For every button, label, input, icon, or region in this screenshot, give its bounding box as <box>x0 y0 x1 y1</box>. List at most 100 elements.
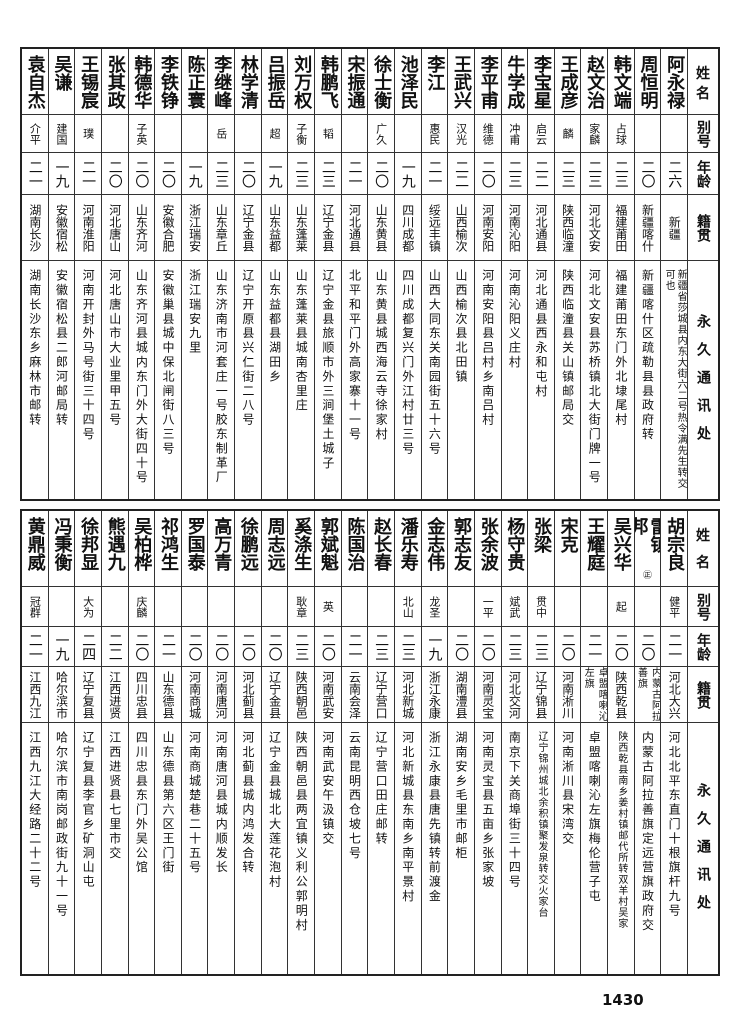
person-origin: 内蒙古阿拉善旗 <box>634 667 661 723</box>
person-name: 黄鼎威 <box>21 511 48 587</box>
person-alias <box>261 587 288 627</box>
person-name: 郭斌魁 <box>315 511 341 587</box>
person-name-text: 韩鹏飞 <box>317 55 339 109</box>
person-address: 河北唐山市大业里甲五号 <box>102 261 128 499</box>
person-row: 雷镇邦㊣二〇 内蒙古阿拉善旗 内蒙古阿拉善旗定远营旗政府交 <box>633 511 661 974</box>
person-alias <box>48 587 75 627</box>
person-name-text: 吕振岳 <box>264 55 286 109</box>
person-alias <box>181 115 208 153</box>
person-address: 河南唐河县城内顺发长 <box>208 723 234 974</box>
person-age: 二〇 <box>448 627 474 667</box>
person-name: 冯秉衡 <box>48 511 75 587</box>
person-row: 黄鼎威 冠群 二一 江西九江 江西九江大经路二十二号 <box>21 511 48 974</box>
person-alias <box>101 115 128 153</box>
person-name: 吴兴华 <box>608 511 634 587</box>
person-origin: 陕西乾县 <box>608 667 634 723</box>
person-name: 吕振岳 <box>261 49 288 115</box>
person-row: 李宝星 启云 二二 河北通县 河北通县西永和屯村 <box>527 49 554 499</box>
person-row: 赵长春 二三 辽宁营口 辽宁营口田庄邮转 <box>367 511 394 974</box>
header-age: 年龄 <box>688 153 718 195</box>
person-row: 郭斌魁英二〇 河南武安 河南武安午汲镇交 <box>314 511 341 974</box>
header-column: 姓名别号 年龄 籍贯 永久通讯处 <box>687 49 718 499</box>
person-age: 二三 <box>288 627 315 667</box>
person-address: 陕西临潼县关山镇邮局交 <box>555 261 581 499</box>
header-name: 姓名 <box>688 511 718 587</box>
person-address: 河南开封外马号街三十四号 <box>75 261 101 499</box>
header-age: 年龄 <box>688 627 718 667</box>
person-name-text: 李江 <box>424 55 446 91</box>
person-address: 福建莆田东门外北埭尾村 <box>608 261 634 499</box>
person-name-text: 林学清 <box>237 55 259 109</box>
person-age: 一九 <box>421 627 448 667</box>
person-address: 山西大同东关南园街五十六号 <box>422 261 448 499</box>
roster-table-top: 姓名别号 年龄 籍贯 永久通讯处 阿永禄 二六 新疆 新疆省莎城县内东大街六二号热令满先生转交… <box>20 47 720 501</box>
person-age: 二三 <box>368 627 394 667</box>
person-origin: 陕西临潼 <box>554 195 581 261</box>
person-name: 祁鸿生 <box>155 511 181 587</box>
person-row: 徐邦显 大为 二四 辽宁复县 辽宁复县李官乡矿洞山屯 <box>74 511 101 974</box>
person-row: 张梁 贯中 二三 辽宁锦县 辽宁锦州城北余积镇聚发泉转交火家台 <box>527 511 554 974</box>
person-address: 安徽巢县城中保北闸街八三号 <box>155 261 181 499</box>
roster-table-bottom: 姓名别号 年龄 籍贯 永久通讯处 胡宗良 健平 二一 河北大兴 河北北平东直门十根旗杆九号 雷镇邦… <box>20 509 720 976</box>
address-text: 辽宁锦州城北余积镇聚发泉转交火家台 <box>535 731 547 918</box>
person-row: 罗国泰 二〇 河南商城 河南商城楚巷二十五号 <box>180 511 208 974</box>
person-name-text: 金志伟 <box>424 517 446 571</box>
person-address: 辽宁金县旅顺市外三涧堡土城子 <box>315 261 341 499</box>
person-age: 二〇 <box>315 627 341 667</box>
person-name: 陈国治 <box>341 511 368 587</box>
person-name-text: 王锡宸 <box>78 55 100 109</box>
person-address: 河南武安午汲镇交 <box>315 723 341 974</box>
address-text: 河南开封外马号街三十四号 <box>81 269 96 442</box>
person-name-text: 杨守贵 <box>504 517 526 571</box>
person-row: 张其政 二〇 河北唐山 河北唐山市大业里甲五号 <box>100 49 128 499</box>
person-age: 一九 <box>181 153 208 195</box>
header-name-char: 姓 <box>696 528 710 544</box>
person-address: 河北蓟县城内鸿发合转 <box>235 723 261 974</box>
person-address: 四川成都复兴门外江村廿三号 <box>395 261 421 499</box>
person-name-text: 吴兴华 <box>610 517 632 571</box>
person-name-text: 冯秉衡 <box>51 517 73 571</box>
person-alias: 斌武 <box>501 587 528 627</box>
address-text: 辽宁金县城北大莲花泡村 <box>267 731 282 890</box>
address-text: 安徽宿松县二郎河邮局转 <box>54 269 69 428</box>
person-name-text: 周志远 <box>264 517 286 571</box>
person-row: 韩德华 子英 二〇 山东齐河 山东齐河县城内东门外大街四十号 <box>127 49 155 499</box>
person-age: 二一 <box>341 627 368 667</box>
person-alias <box>341 587 368 627</box>
person-origin: 湖南长沙 <box>21 195 48 261</box>
person-origin: 辽宁金县 <box>261 667 288 723</box>
person-age: 二三 <box>501 627 528 667</box>
person-address: 江西九江大经路二十二号 <box>22 723 48 974</box>
person-row: 陈国治二一 云南会泽云南昆明西仓坡七号 <box>340 511 368 974</box>
person-alias: 家麟 <box>581 115 608 153</box>
person-address: 河北北平东直门十根旗杆九号 <box>661 723 687 974</box>
person-name: 池泽民 <box>394 49 421 115</box>
person-name-text: 徐邦显 <box>78 517 100 571</box>
person-origin: 山西榆次 <box>448 195 474 261</box>
person-alias: 韬 <box>315 115 341 153</box>
address-text: 浙江永康县唐先镇转前渡金 <box>427 731 442 904</box>
person-origin: 云南会泽 <box>341 667 368 723</box>
address-text: 陕西临潼县关山镇邮局交 <box>560 269 575 428</box>
person-origin: 新疆 <box>661 195 687 261</box>
person-address: 辽宁营口田庄邮转 <box>368 723 394 974</box>
person-name: 李宝星 <box>528 49 554 115</box>
person-row: 周恒明 二〇 新疆喀什 新疆喀什区疏勒县县政府转 <box>633 49 661 499</box>
person-alias: 一平 <box>474 587 501 627</box>
address-text: 江西进贤县七里市交 <box>107 731 122 861</box>
person-name-text: 奚涤生 <box>291 517 313 571</box>
person-origin: 河北大兴 <box>661 667 687 723</box>
person-address: 辽宁复县李官乡矿洞山屯 <box>75 723 101 974</box>
person-origin: 辽宁金县 <box>235 195 261 261</box>
address-text: 云南昆明西仓坡七号 <box>347 731 362 861</box>
person-origin: 河南灵宝 <box>474 667 501 723</box>
person-age: 二〇 <box>101 153 128 195</box>
person-alias: 启云 <box>528 115 554 153</box>
person-address: 辽宁开原县兴仁街二八号 <box>235 261 261 499</box>
person-address: 云南昆明西仓坡七号 <box>342 723 368 974</box>
person-name: 宋振通 <box>341 49 368 115</box>
person-address: 河北文安县苏桥镇北大街门牌一号 <box>581 261 607 499</box>
person-name: 牛学成 <box>501 49 528 115</box>
person-name-text: 李宝星 <box>530 55 552 109</box>
person-name: 王耀庭 <box>581 511 608 587</box>
